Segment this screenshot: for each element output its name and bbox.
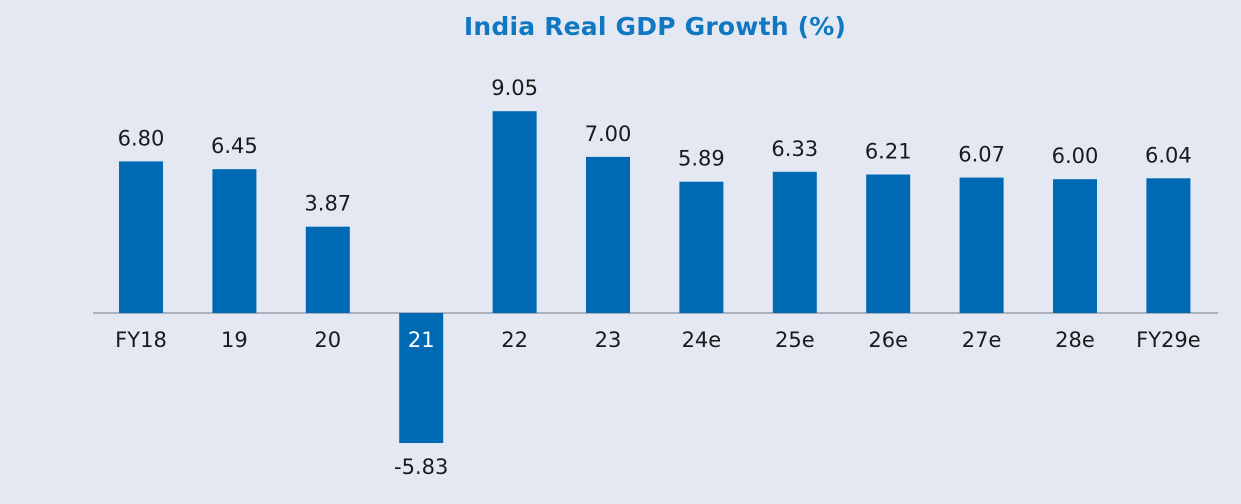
category-label-20: 20 bbox=[314, 328, 341, 352]
category-label-23: 23 bbox=[595, 328, 622, 352]
bar-22 bbox=[492, 111, 537, 313]
bar-23 bbox=[586, 156, 630, 313]
bar-19 bbox=[212, 169, 257, 313]
bar-FY18 bbox=[119, 161, 163, 313]
bar-27e bbox=[959, 177, 1004, 313]
bar-25e bbox=[772, 171, 817, 313]
value-label-FY29e: 6.04 bbox=[1145, 143, 1192, 167]
value-label-28e: 6.00 bbox=[1052, 144, 1099, 168]
value-label-20: 3.87 bbox=[304, 192, 351, 216]
value-label-FY18: 6.80 bbox=[118, 126, 165, 150]
chart-title: India Real GDP Growth (%) bbox=[463, 12, 847, 41]
bar-FY29e bbox=[1146, 178, 1191, 313]
bar-20 bbox=[305, 226, 350, 313]
value-label-27e: 6.07 bbox=[958, 143, 1005, 167]
category-label-25e: 25e bbox=[775, 328, 815, 352]
value-label-21: -5.83 bbox=[394, 455, 448, 479]
bar-28e bbox=[1053, 179, 1097, 313]
bar-26e bbox=[866, 174, 911, 313]
value-label-25e: 6.33 bbox=[771, 137, 818, 161]
category-label-FY18: FY18 bbox=[115, 328, 167, 352]
value-label-26e: 6.21 bbox=[865, 140, 912, 164]
category-label-26e: 26e bbox=[868, 328, 908, 352]
category-label-28e: 28e bbox=[1055, 328, 1095, 352]
bar-21 bbox=[399, 313, 444, 443]
value-label-19: 6.45 bbox=[211, 134, 258, 158]
bar-24e bbox=[679, 181, 724, 313]
value-label-24e: 5.89 bbox=[678, 147, 725, 171]
value-label-22: 9.05 bbox=[491, 76, 538, 100]
category-label-27e: 27e bbox=[962, 328, 1002, 352]
category-label-22: 22 bbox=[501, 328, 528, 352]
category-label-19: 19 bbox=[221, 328, 248, 352]
value-label-23: 7.00 bbox=[585, 122, 632, 146]
category-label-24e: 24e bbox=[682, 328, 722, 352]
category-label-21: 21 bbox=[408, 328, 435, 352]
category-label-FY29e: FY29e bbox=[1136, 328, 1201, 352]
